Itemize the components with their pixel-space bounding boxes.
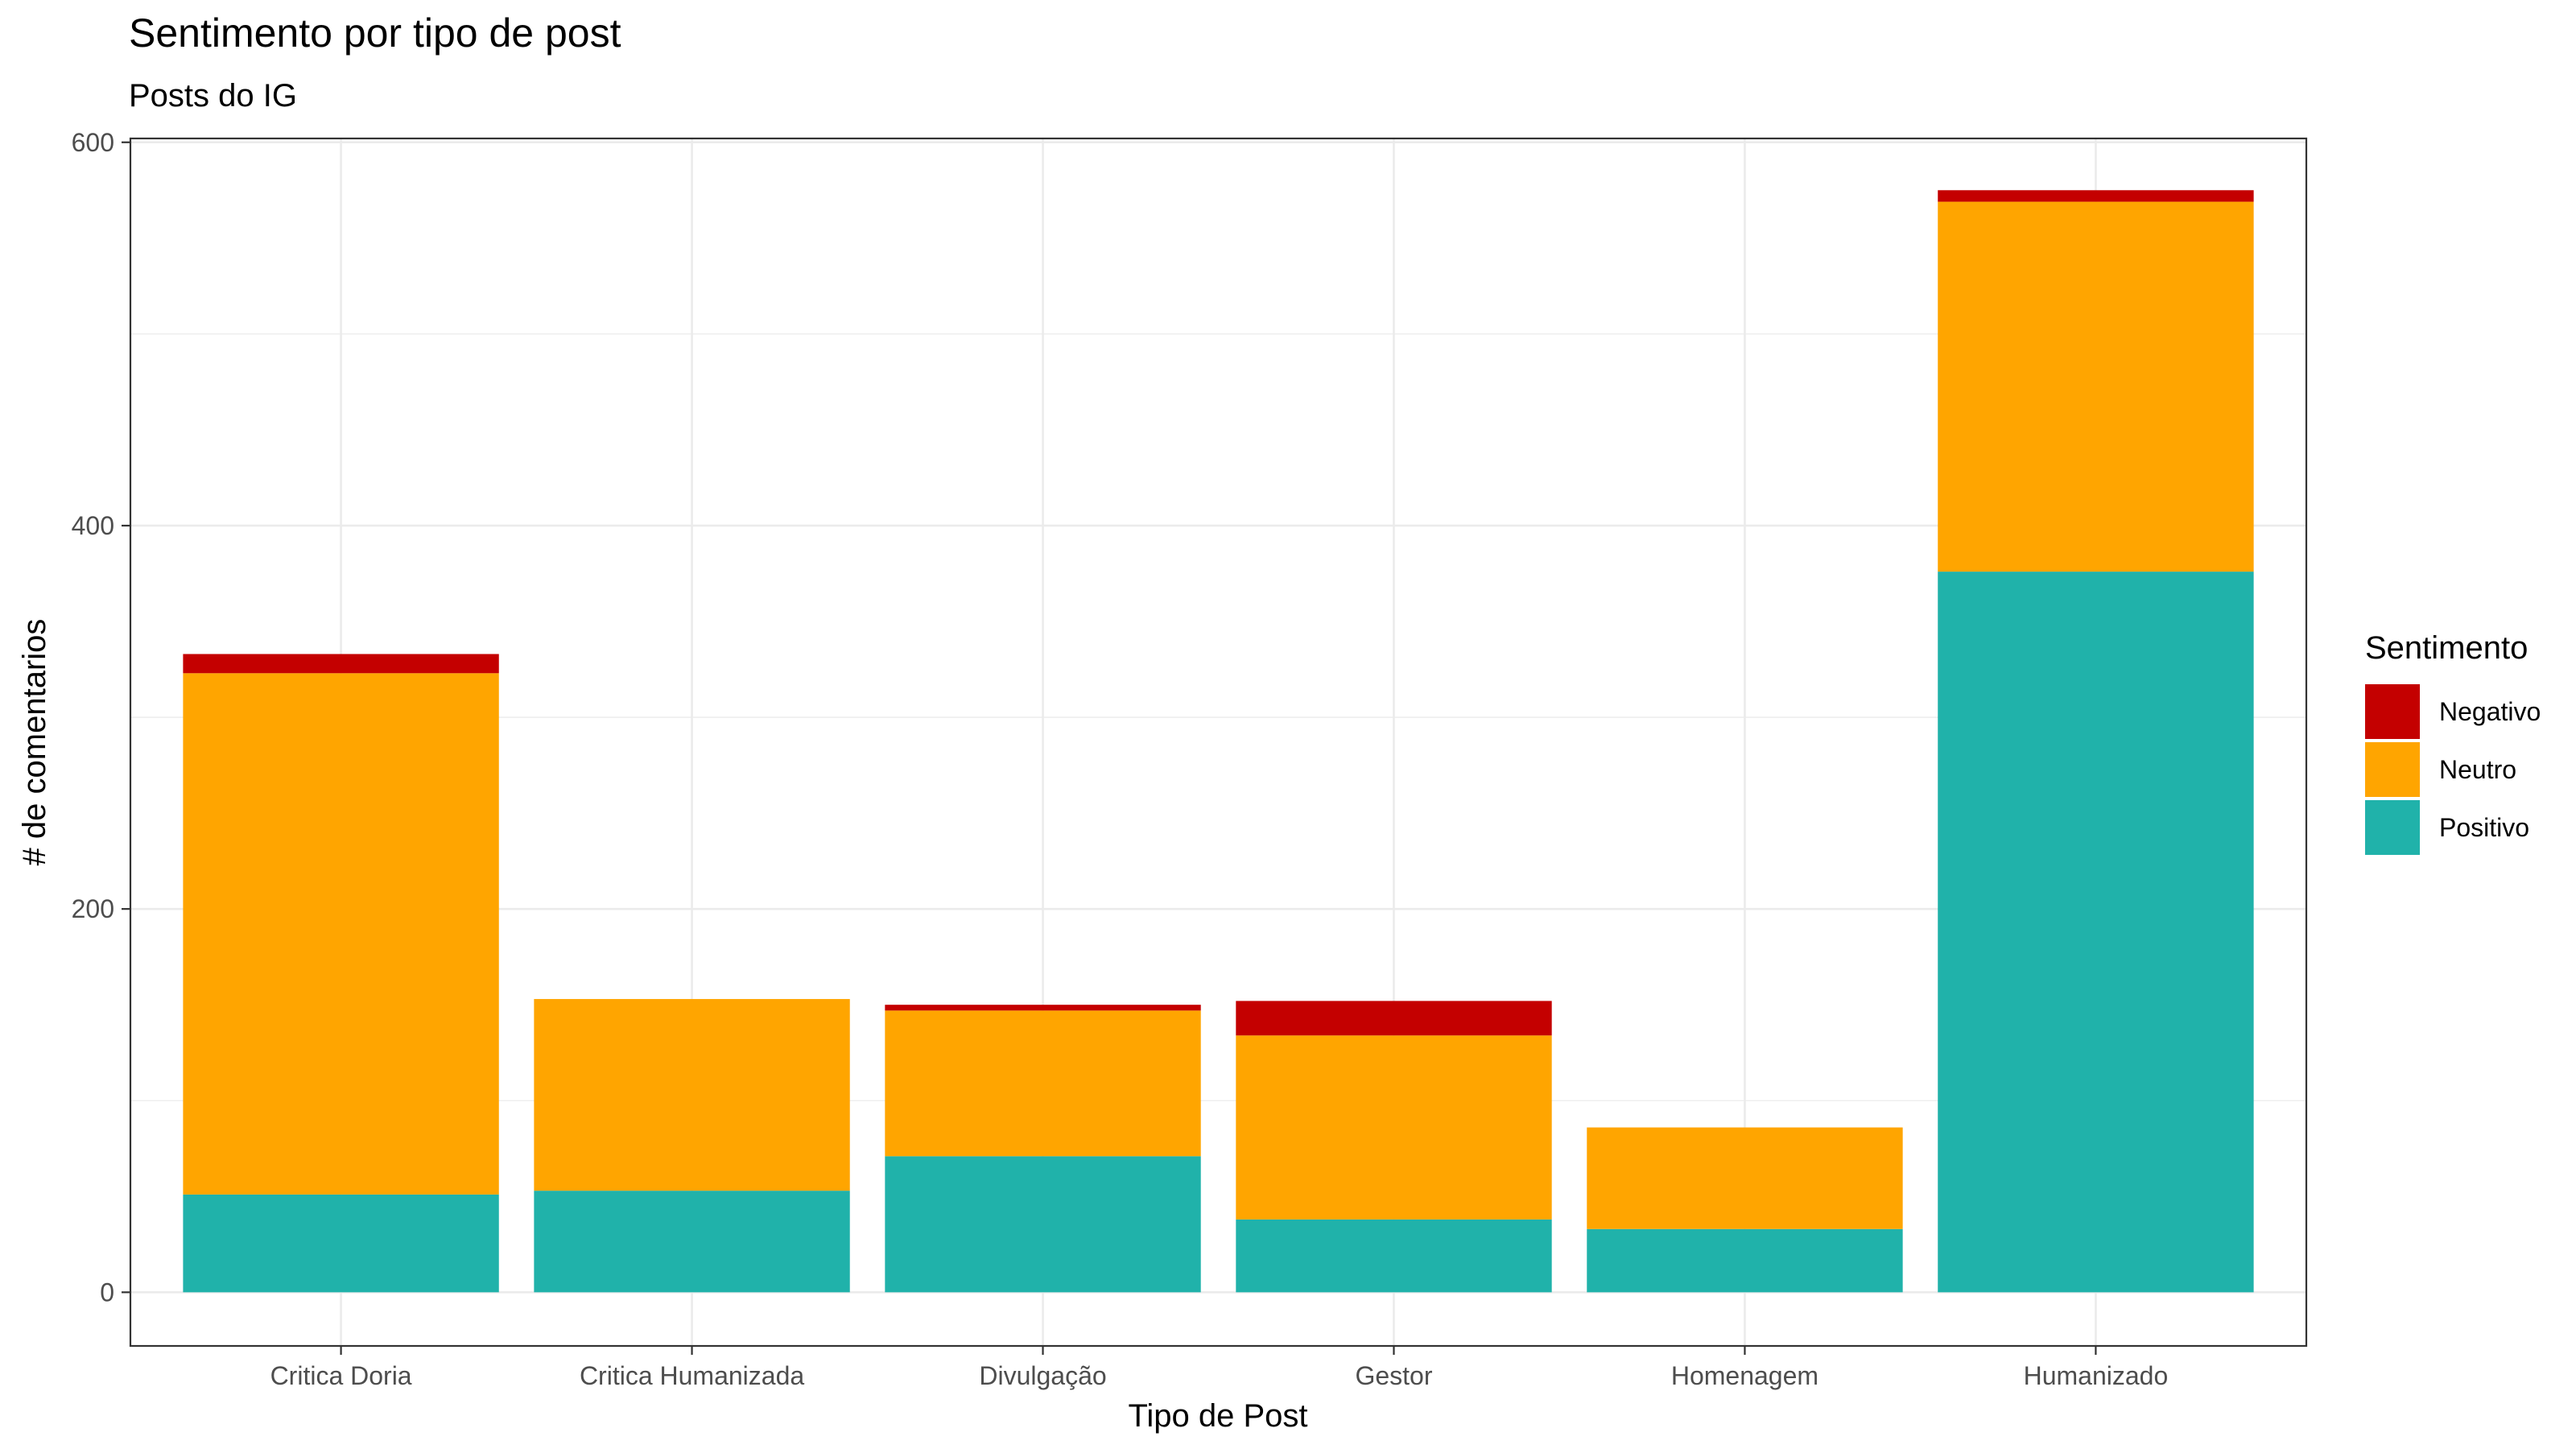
- bar-segment-neutro: [1938, 201, 2254, 572]
- x-tick-label: Homenagem: [1671, 1361, 1818, 1390]
- plot-panel-border: [129, 137, 2308, 1348]
- x-axis: Critica Doria Critica Humanizada Divulgaçã…: [270, 1346, 2169, 1390]
- chart-title: Sentimento por tipo de post: [129, 10, 621, 56]
- bar-segment-positivo: [1587, 1228, 1903, 1293]
- x-tick-label: Gestor: [1355, 1361, 1432, 1390]
- y-tick-label: 0: [100, 1278, 114, 1306]
- bar-segment-neutro: [1236, 1035, 1552, 1220]
- bar-segment-neutro: [885, 1010, 1201, 1157]
- bar-segment-neutro: [1587, 1127, 1903, 1229]
- y-tick-label: 200: [72, 894, 114, 923]
- bar-segment-neutro: [534, 999, 850, 1191]
- bar-segment-neutro: [183, 673, 499, 1195]
- legend-key-neutro: [2365, 742, 2420, 797]
- legend-label-negativo: Negativo: [2439, 697, 2541, 726]
- y-tick-label: 600: [72, 128, 114, 157]
- bar-segment-positivo: [534, 1191, 850, 1293]
- bar-segment-positivo: [1938, 572, 2254, 1293]
- y-axis: 0 200 400 600: [72, 128, 130, 1306]
- bar-segment-positivo: [1236, 1219, 1552, 1293]
- legend: Sentimento Negativo Neutro Positivo: [2365, 630, 2541, 855]
- bar-segment-negativo: [885, 1005, 1201, 1011]
- bar-segment-negativo: [1236, 1001, 1552, 1036]
- legend-label-neutro: Neutro: [2439, 755, 2516, 784]
- bars: [183, 190, 2254, 1293]
- x-axis-title: Tipo de Post: [1128, 1398, 1307, 1434]
- bar-segment-negativo: [1938, 190, 2254, 202]
- bar-segment-negativo: [183, 654, 499, 674]
- y-tick-label: 400: [72, 511, 114, 540]
- bar-segment-positivo: [885, 1156, 1201, 1293]
- x-tick-label: Divulgação: [979, 1361, 1106, 1390]
- legend-label-positivo: Positivo: [2439, 813, 2529, 842]
- legend-title: Sentimento: [2365, 630, 2528, 666]
- x-tick-label: Critica Doria: [270, 1361, 412, 1390]
- legend-key-negativo: [2365, 684, 2420, 739]
- x-tick-label: Humanizado: [2024, 1361, 2169, 1390]
- bar-segment-positivo: [183, 1194, 499, 1293]
- chart-subtitle: Posts do IG: [129, 78, 297, 114]
- x-tick-label: Critica Humanizada: [580, 1361, 804, 1390]
- legend-key-positivo: [2365, 800, 2420, 855]
- y-axis-title: # de comentarios: [17, 619, 52, 866]
